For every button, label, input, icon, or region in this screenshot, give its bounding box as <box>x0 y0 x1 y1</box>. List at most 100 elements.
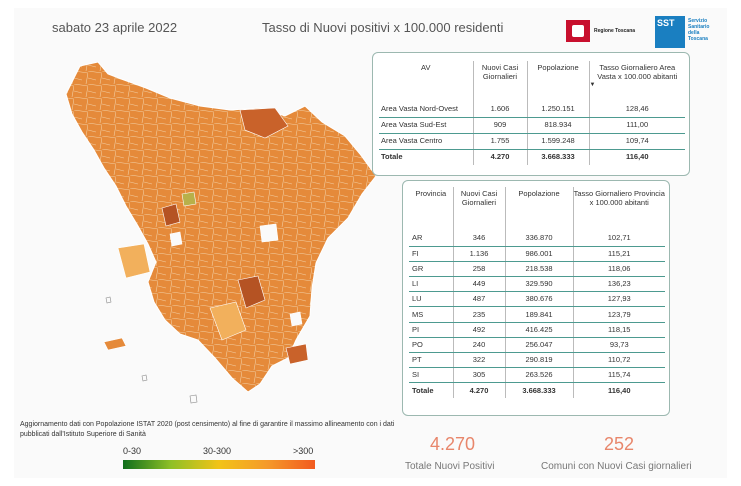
area-vasta-table: AV Nuovi Casi Giornalieri Popolazione Ta… <box>379 61 685 165</box>
regione-toscana-label: Regione Toscana <box>594 28 636 34</box>
av-cases: 909 <box>473 117 528 134</box>
map-area-dark-coast[interactable] <box>161 203 181 227</box>
prov-cases: 322 <box>453 352 506 369</box>
table-row[interactable]: MS 235 189.841 123,79 <box>409 306 665 323</box>
col-header-nuovi-casi[interactable]: Nuovi Casi Giornalieri <box>453 187 506 231</box>
table-row[interactable]: PT 322 290.819 110,72 <box>409 352 665 369</box>
prov-population: 380.676 <box>505 291 574 308</box>
map-area-dark-center[interactable] <box>237 275 266 309</box>
total-rate: 116,40 <box>625 152 649 162</box>
provincia-table: Provincia Nuovi Casi Giornalieri Popolaz… <box>409 187 665 399</box>
prov-code: FI <box>409 246 454 262</box>
prov-rate: 127,93 <box>573 291 665 308</box>
table-row[interactable]: LI 449 329.590 136,23 <box>409 276 665 293</box>
table-row[interactable]: AR 346 336.870 102,71 <box>409 231 665 247</box>
prov-cases: 240 <box>453 337 506 354</box>
total-rate: 116,40 <box>607 385 631 395</box>
total-population: 3.668.333 <box>505 382 574 399</box>
col-header-provincia[interactable]: Provincia <box>409 187 454 231</box>
table-row[interactable]: Area Vasta Sud-Est 909 818.934 111,00 <box>379 117 685 134</box>
table-row[interactable]: FI 1.136 986.001 115,21 <box>409 246 665 262</box>
map-area-light-south[interactable] <box>209 301 247 341</box>
island-giglio[interactable] <box>189 394 198 404</box>
prov-rate: 118,15 <box>573 322 665 338</box>
island-montecristo[interactable] <box>141 374 148 382</box>
prov-code: LI <box>409 276 454 293</box>
table-row[interactable]: Area Vasta Centro 1.755 1.599.248 109,74 <box>379 133 685 150</box>
col-header-tasso[interactable]: Tasso Giornaliero Provincia x 100.000 ab… <box>573 189 665 207</box>
map-area-green[interactable] <box>181 191 197 207</box>
col-header-popolazione[interactable]: Popolazione <box>527 61 590 101</box>
av-cases: 1.606 <box>473 101 528 118</box>
island-elba[interactable] <box>103 337 127 351</box>
prov-cases: 305 <box>453 367 506 384</box>
prov-code: PI <box>409 322 454 338</box>
total-label: Totale <box>409 382 454 399</box>
kpi-comuni-label: Comuni con Nuovi Casi giornalieri <box>541 461 692 472</box>
av-population: 1.250.151 <box>527 101 590 118</box>
prov-cases: 346 <box>453 231 506 247</box>
prov-code: AR <box>409 231 454 247</box>
table-row[interactable]: GR 258 218.538 118,06 <box>409 261 665 278</box>
prov-rate: 115,21 <box>573 246 665 262</box>
regione-toscana-emblem-icon <box>566 20 590 42</box>
prov-cases: 487 <box>453 291 506 308</box>
table-row[interactable]: PI 492 416.425 118,15 <box>409 322 665 338</box>
map-hole-1 <box>259 223 279 243</box>
total-cases: 4.270 <box>473 149 528 165</box>
av-name: Area Vasta Sud-Est <box>379 117 474 134</box>
av-name: Area Vasta Centro <box>379 133 474 150</box>
prov-population: 336.870 <box>505 231 574 247</box>
total-row: Totale 4.270 3.668.333 116,40 <box>409 382 665 399</box>
table-row[interactable]: SI 305 263.526 115,74 <box>409 367 665 384</box>
col-header-tasso[interactable]: Tasso Giornaliero Area Vasta x 100.000 a… <box>589 61 685 101</box>
prov-population: 218.538 <box>505 261 574 278</box>
prov-code: SI <box>409 367 454 384</box>
prov-code: PT <box>409 352 454 369</box>
prov-population: 416.425 <box>505 322 574 338</box>
table-row[interactable]: PO 240 256.047 93,73 <box>409 337 665 354</box>
prov-population: 329.590 <box>505 276 574 293</box>
area-vasta-table-card: AV Nuovi Casi Giornalieri Popolazione Ta… <box>372 52 690 176</box>
col-header-nuovi-casi[interactable]: Nuovi Casi Giornalieri <box>473 61 528 101</box>
kpi-total-positivi-label: Totale Nuovi Positivi <box>405 461 495 472</box>
map-area-dark-north[interactable] <box>239 107 289 139</box>
col-header-popolazione[interactable]: Popolazione <box>505 187 574 231</box>
report-title: Tasso di Nuovi positivi x 100.000 reside… <box>262 20 504 35</box>
prov-cases: 449 <box>453 276 506 293</box>
total-cases: 4.270 <box>453 382 506 399</box>
provincia-table-card: Provincia Nuovi Casi Giornalieri Popolaz… <box>402 180 670 416</box>
av-rate: 109,74 <box>589 133 685 150</box>
map-area-light-west[interactable] <box>117 243 151 279</box>
av-population: 1.599.248 <box>527 133 590 150</box>
prov-population: 189.841 <box>505 306 574 323</box>
prov-rate: 102,71 <box>573 231 665 247</box>
table-row[interactable]: Area Vasta Nord-Ovest 1.606 1.250.151 12… <box>379 101 685 118</box>
kpi-total-positivi-value: 4.270 <box>430 434 476 454</box>
map-hole-2 <box>289 311 303 327</box>
prov-cases: 492 <box>453 322 506 338</box>
total-label: Totale <box>379 149 474 165</box>
sst-label: Servizio Sanitario della Toscana <box>688 18 710 42</box>
prov-code: PO <box>409 337 454 354</box>
table-row[interactable]: LU 487 380.676 127,93 <box>409 291 665 308</box>
prov-code: LU <box>409 291 454 308</box>
population-note: Aggiornamento dati con Popolazione ISTAT… <box>20 421 395 438</box>
regione-toscana-logo: Regione Toscana <box>566 20 635 42</box>
prov-population: 256.047 <box>505 337 574 354</box>
av-rate: 111,00 <box>589 117 685 134</box>
island-capraia[interactable] <box>105 296 112 304</box>
map-area-dark-southeast[interactable] <box>285 343 309 365</box>
tuscany-map[interactable] <box>60 58 380 408</box>
prov-rate: 118,06 <box>573 261 665 278</box>
col-header-av[interactable]: AV <box>379 61 474 101</box>
prov-population: 986.001 <box>505 246 574 262</box>
prov-cases: 258 <box>453 261 506 278</box>
prov-rate: 110,72 <box>573 352 665 369</box>
prov-rate: 123,79 <box>573 306 665 323</box>
av-population: 818.934 <box>527 117 590 134</box>
sort-desc-icon[interactable]: ▼ <box>589 82 596 88</box>
av-rate: 128,46 <box>589 101 685 118</box>
report-date: sabato 23 aprile 2022 <box>52 20 178 35</box>
av-name: Area Vasta Nord-Ovest <box>379 101 474 118</box>
